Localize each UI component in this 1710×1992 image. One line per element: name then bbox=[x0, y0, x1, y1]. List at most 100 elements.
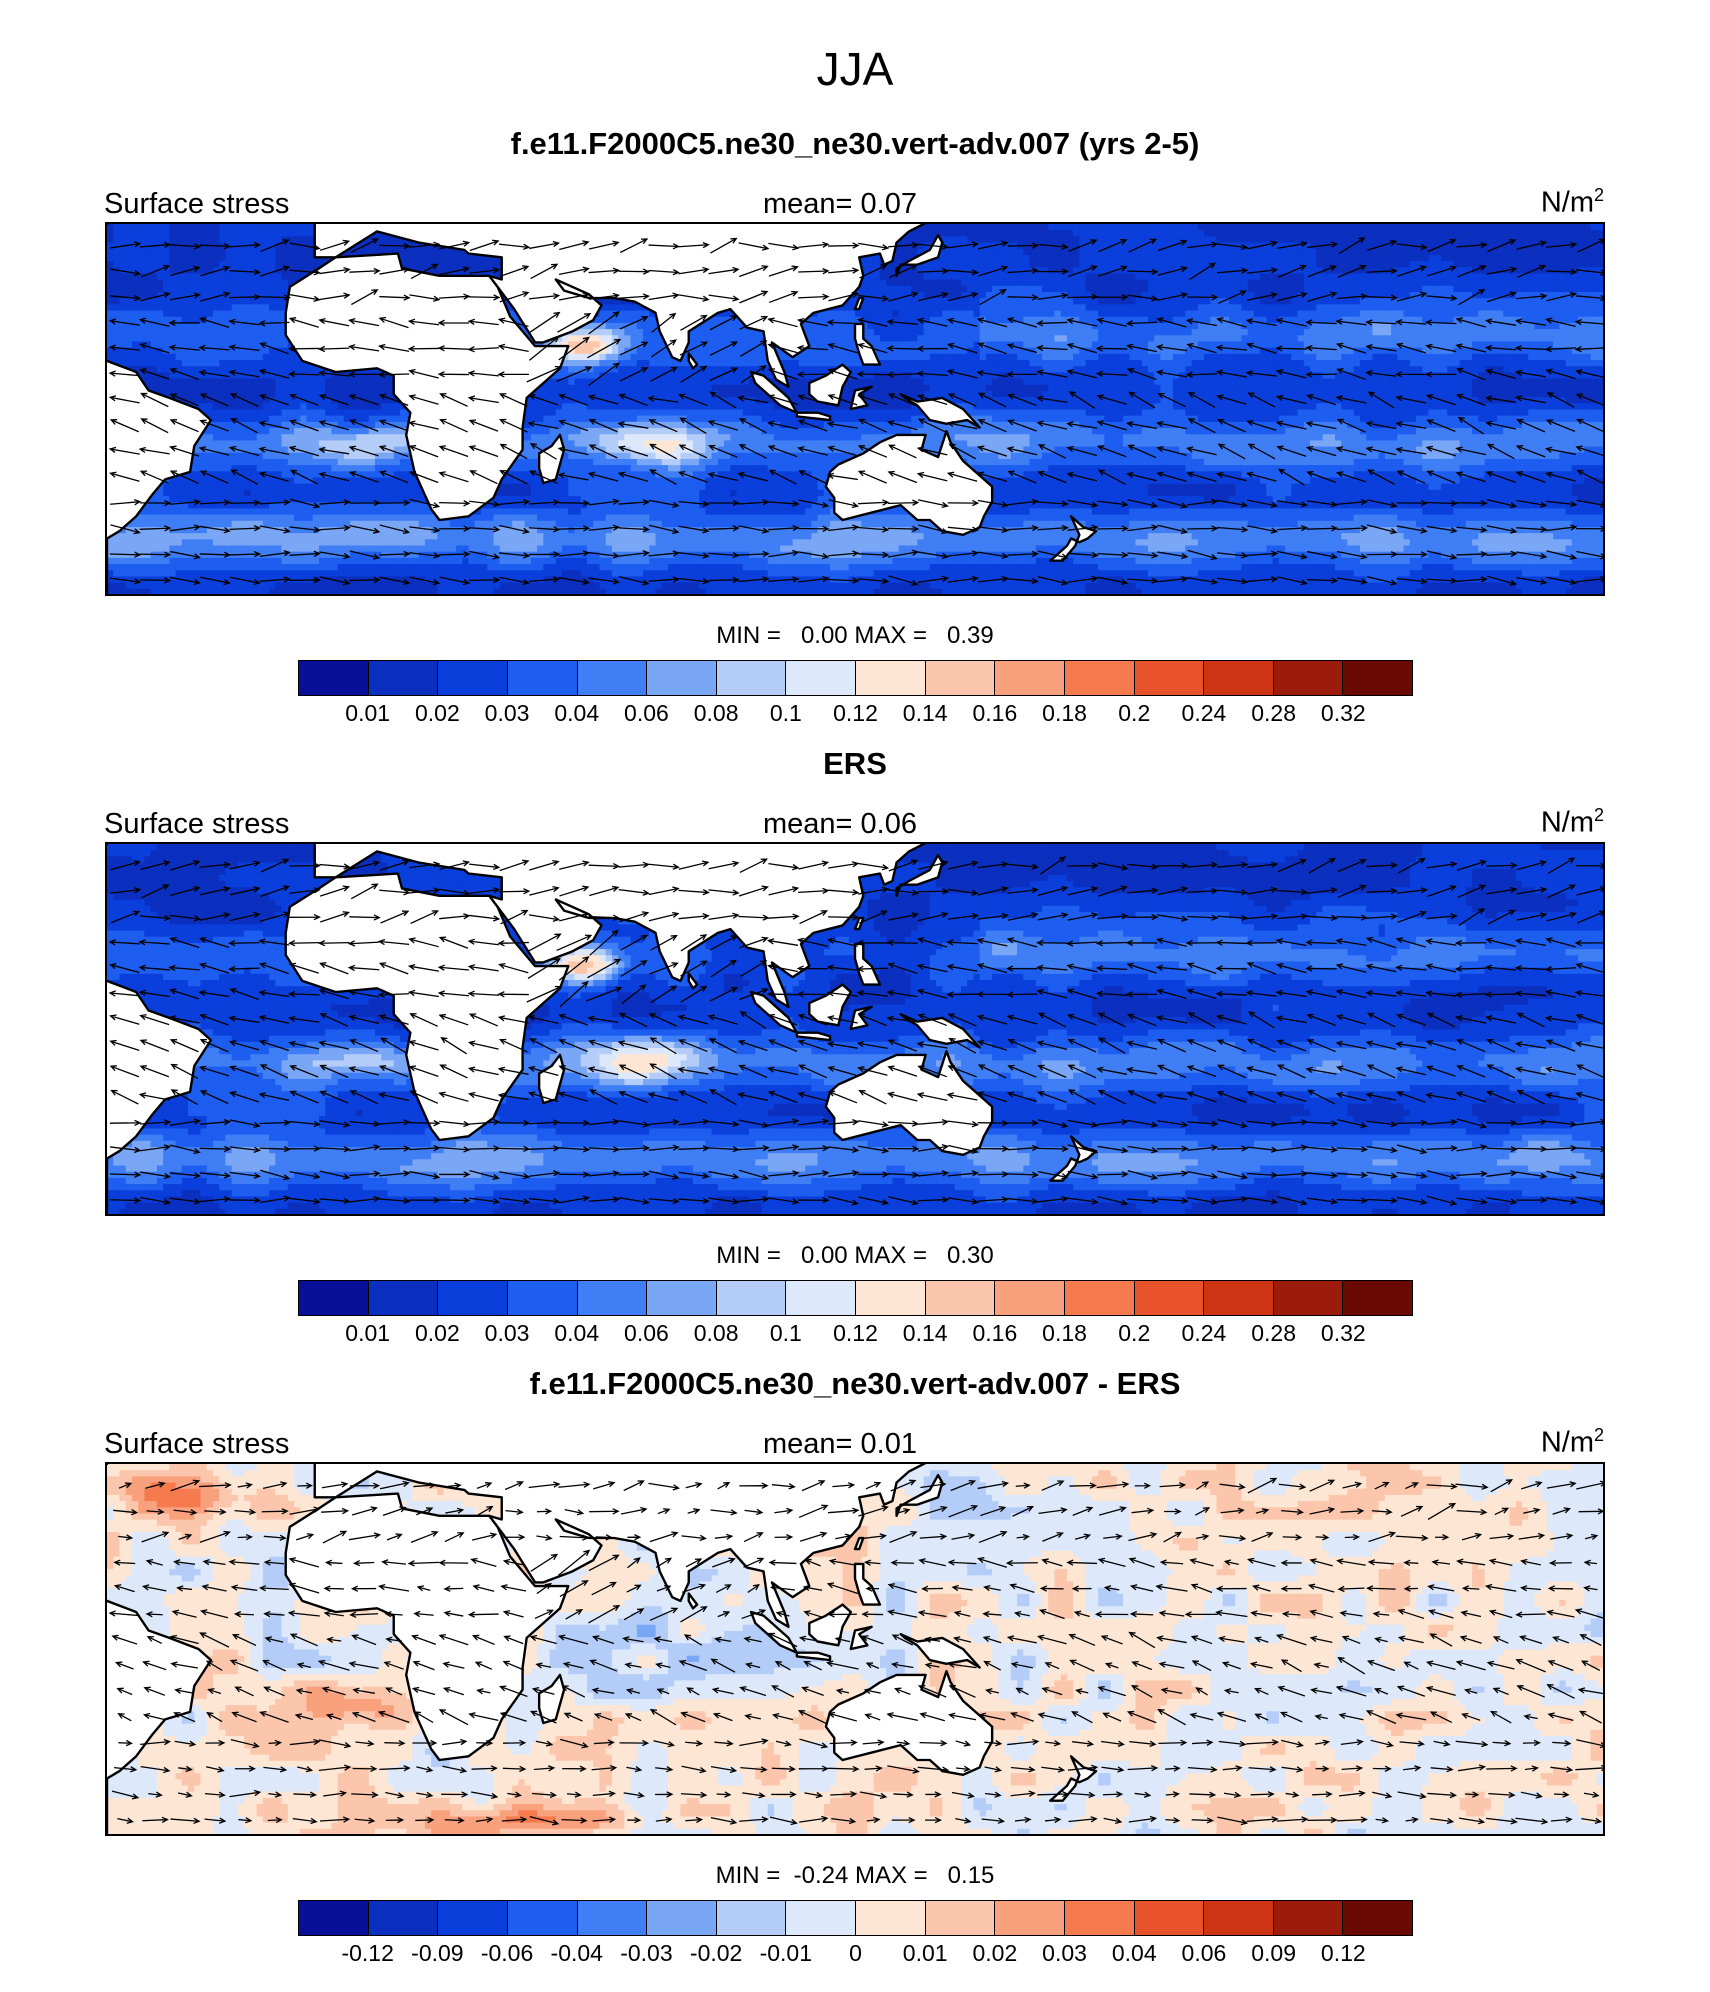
wind-vector-arrow bbox=[140, 264, 171, 278]
wind-vector-arrow bbox=[439, 293, 471, 300]
wind-vector-arrow bbox=[499, 1038, 528, 1053]
wind-vector-arrow bbox=[1067, 1089, 1096, 1105]
wind-vector-arrow bbox=[297, 1766, 314, 1773]
wind-vector-arrow bbox=[1075, 1688, 1089, 1695]
wind-vector-arrow bbox=[1458, 908, 1486, 926]
wind-vector-arrow bbox=[1584, 1533, 1599, 1540]
wind-vector-arrow bbox=[856, 317, 888, 327]
wind-vector-arrow bbox=[649, 1708, 677, 1726]
wind-vector-arrow bbox=[887, 525, 920, 533]
wind-vector-arrow bbox=[1072, 1740, 1095, 1747]
wind-vector-arrow bbox=[1514, 964, 1547, 972]
wind-vector-arrow bbox=[1009, 1712, 1034, 1722]
wind-vector-arrow bbox=[827, 1065, 858, 1077]
wind-vector-arrow bbox=[1007, 267, 1040, 274]
wind-vector-arrow bbox=[438, 1709, 469, 1726]
wind-vector-arrow bbox=[1096, 317, 1128, 327]
wind-vector-arrow bbox=[1068, 391, 1096, 409]
wind-vector-arrow bbox=[1096, 445, 1127, 458]
colorbar-swatch bbox=[925, 661, 996, 695]
wind-vector-arrow bbox=[348, 1066, 380, 1076]
wind-vector-arrow bbox=[1524, 1765, 1539, 1772]
wind-vector-arrow bbox=[469, 576, 501, 584]
eurasia-land bbox=[313, 1464, 927, 1629]
wind-vector-arrow bbox=[798, 551, 830, 560]
wind-vector-arrow bbox=[469, 1145, 501, 1152]
wind-vector-arrow bbox=[439, 240, 471, 250]
panel-2-units-label: N/m2 bbox=[1541, 805, 1604, 840]
wind-vector-arrow bbox=[1433, 1740, 1451, 1747]
wind-vector-arrow bbox=[1127, 294, 1159, 302]
wind-vector-arrow bbox=[260, 858, 290, 873]
wind-vector-arrow bbox=[1307, 1583, 1335, 1593]
wind-vector-arrow bbox=[199, 525, 231, 534]
wind-vector-arrow bbox=[832, 1482, 856, 1489]
wind-vector-arrow bbox=[439, 500, 471, 507]
wind-vector-arrow bbox=[1246, 419, 1277, 431]
wind-vector-arrow bbox=[618, 293, 651, 300]
wind-vector-arrow bbox=[1336, 525, 1369, 532]
wind-vector-arrow bbox=[319, 1120, 351, 1128]
wind-vector-arrow bbox=[717, 1611, 731, 1618]
wind-vector-arrow bbox=[1038, 1608, 1065, 1620]
wind-vector-arrow bbox=[439, 888, 471, 897]
colorbar-swatch bbox=[438, 661, 508, 695]
wind-vector-arrow bbox=[234, 1508, 257, 1516]
wind-vector-arrow bbox=[1516, 526, 1548, 533]
wind-vector-arrow bbox=[1309, 1506, 1336, 1515]
wind-vector-arrow bbox=[708, 1197, 740, 1205]
wind-vector-arrow bbox=[171, 1609, 197, 1618]
wind-vector-arrow bbox=[1336, 1558, 1366, 1566]
colorbar-swatch bbox=[647, 1281, 717, 1315]
wind-vector-arrow bbox=[1222, 1765, 1243, 1772]
wind-vector-arrow bbox=[799, 1815, 829, 1823]
wind-vector-arrow bbox=[1486, 525, 1518, 534]
wind-vector-arrow bbox=[263, 1766, 288, 1773]
wind-vector-arrow bbox=[443, 1585, 464, 1592]
wind-vector-arrow bbox=[861, 1611, 884, 1618]
wind-vector-arrow bbox=[887, 444, 917, 459]
wind-vector-arrow bbox=[1155, 1092, 1188, 1101]
wind-vector-arrow bbox=[1455, 317, 1486, 328]
australia-land bbox=[824, 1049, 994, 1157]
wind-vector-arrow bbox=[916, 963, 948, 973]
colorbar-tick-label: 0.02 bbox=[415, 700, 460, 727]
wind-vector-arrow bbox=[947, 1559, 977, 1566]
wind-vector-arrow bbox=[797, 394, 828, 405]
figure-title: JJA bbox=[0, 42, 1710, 96]
wind-vector-arrow bbox=[678, 1118, 710, 1126]
wind-vector-arrow bbox=[1010, 1790, 1036, 1797]
wind-vector-arrow bbox=[267, 1816, 283, 1824]
wind-vector-arrow bbox=[1281, 1611, 1301, 1618]
wind-vector-arrow bbox=[1158, 1661, 1185, 1669]
wind-vector-arrow bbox=[916, 394, 948, 405]
wind-vector-arrow bbox=[708, 889, 740, 896]
wind-vector-arrow bbox=[709, 367, 739, 382]
wind-vector-arrow bbox=[1396, 1685, 1426, 1697]
new-guinea-land bbox=[899, 392, 981, 429]
wind-vector-arrow bbox=[925, 1791, 942, 1798]
wind-vector-arrow bbox=[1335, 963, 1367, 973]
wind-vector-arrow bbox=[766, 991, 799, 998]
wind-vector-arrow bbox=[476, 1739, 494, 1747]
wind-vector-arrow bbox=[685, 1816, 704, 1824]
wind-vector-arrow bbox=[1067, 575, 1099, 583]
colorbar-swatch bbox=[856, 1281, 926, 1315]
wind-vector-arrow bbox=[649, 1037, 677, 1055]
wind-vector-arrow bbox=[1455, 471, 1486, 483]
wind-vector-arrow bbox=[1305, 420, 1337, 430]
wind-vector-arrow bbox=[1096, 394, 1127, 405]
colorbar-swatch bbox=[1064, 1281, 1135, 1315]
wind-vector-arrow bbox=[558, 1481, 591, 1488]
wind-vector-arrow bbox=[1186, 1065, 1217, 1078]
wind-vector-arrow bbox=[409, 1090, 439, 1104]
wind-vector-arrow bbox=[140, 291, 171, 302]
wind-vector-arrow bbox=[1069, 1659, 1095, 1672]
wind-vector-arrow bbox=[738, 1119, 770, 1128]
wind-vector-arrow bbox=[319, 1816, 351, 1823]
wind-vector-arrow bbox=[258, 394, 289, 406]
wind-vector-arrow bbox=[1488, 1609, 1513, 1619]
wind-vector-arrow bbox=[617, 445, 649, 457]
wind-vector-arrow bbox=[143, 1686, 166, 1696]
wind-vector-arrow bbox=[1546, 1481, 1577, 1489]
